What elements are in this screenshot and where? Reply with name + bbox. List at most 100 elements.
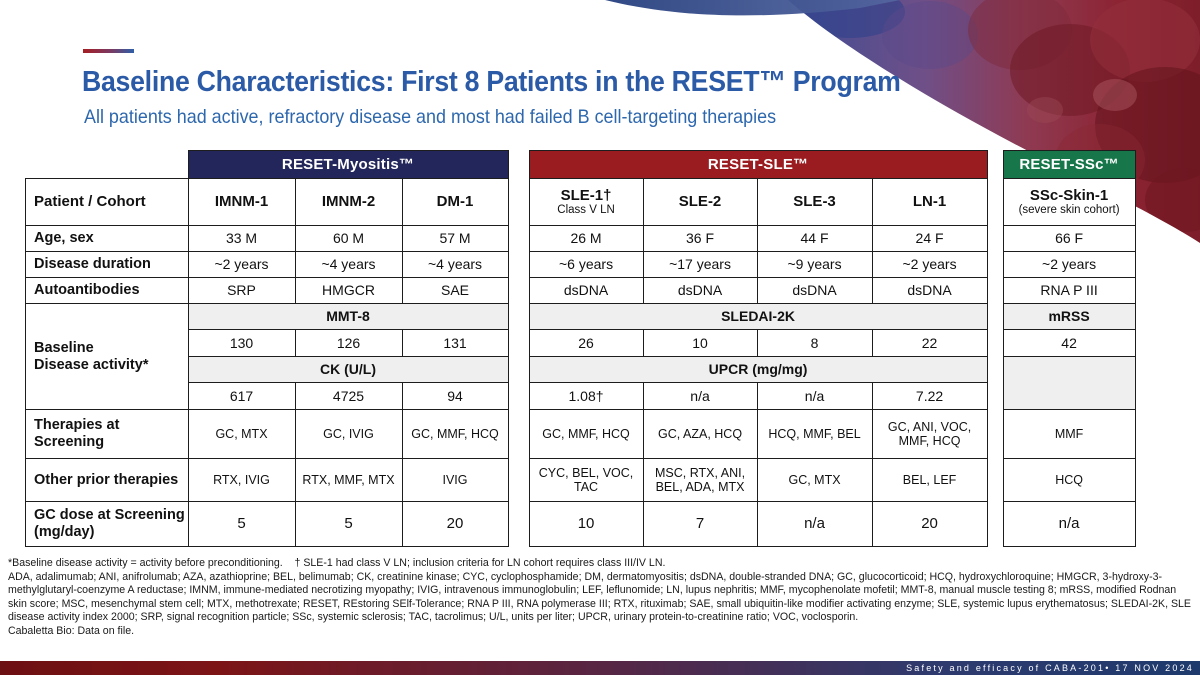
cell-gc-dose: n/a (1002, 501, 1136, 547)
cell-duration: ~2 years (187, 251, 296, 278)
cell-measure1: 131 (401, 329, 509, 357)
cell-prior-therapies: GC, MTX (756, 458, 873, 502)
cell-measure2: n/a (642, 382, 758, 410)
cell-age: 26 M (528, 225, 644, 252)
cell-prior-therapies: BEL, LEF (871, 458, 988, 502)
cell-prior-therapies: IVIG (401, 458, 509, 502)
cell-measure1: 22 (871, 329, 988, 357)
cell-measure1: 42 (1002, 329, 1136, 357)
group-table-sle: RESET-SLE™ SLE-1† Class V LN SLE-2 SLE-3 … (528, 150, 988, 547)
patient-id: SLE-2 (678, 193, 722, 211)
cell-duration: ~4 years (401, 251, 509, 278)
cell-duration: ~4 years (294, 251, 403, 278)
patient-id: SSc-Skin-1 (1029, 187, 1109, 205)
patient-id: IMNM-2 (321, 193, 376, 211)
footnotes: *Baseline disease activity = activity be… (8, 557, 1194, 639)
cell-prior-therapies: MSC, RTX, ANI, BEL, ADA, MTX (642, 458, 758, 502)
measure-band-sledai: SLEDAI-2K (528, 303, 988, 330)
patient-header: DM-1 (401, 178, 509, 226)
cell-gc-dose: 10 (528, 501, 644, 547)
patient-header: SLE-1† Class V LN (528, 178, 644, 226)
cell-measure2: 617 (187, 382, 296, 410)
patient-header: SSc-Skin-1 (severe skin cohort) (1002, 178, 1136, 226)
row-label-baseline-disease-activity: Baseline Disease activity* (25, 303, 189, 410)
patient-id: DM-1 (436, 193, 474, 211)
cell-autoantibody: dsDNA (756, 277, 873, 304)
baseline-label-line1: Baseline (34, 339, 94, 356)
measure-band-mrss: mRSS (1002, 303, 1136, 330)
group-header-sle: RESET-SLE™ (528, 150, 988, 179)
patient-subtitle: Class V LN (557, 204, 615, 217)
cell-therapies: GC, IVIG (294, 409, 403, 459)
cell-measure1: 126 (294, 329, 403, 357)
patient-id: LN-1 (912, 193, 947, 211)
cell-therapies: GC, MTX (187, 409, 296, 459)
cell-measure1: 26 (528, 329, 644, 357)
cell-measure2: 7.22 (871, 382, 988, 410)
cell-duration: ~9 years (756, 251, 873, 278)
cell-gc-dose: 7 (642, 501, 758, 547)
row-label-therapies-at-screening: Therapies at Screening (25, 409, 189, 459)
row-label-column: Patient / Cohort Age, sex Disease durati… (25, 178, 189, 547)
cell-measure2: 94 (401, 382, 509, 410)
baseline-characteristics-table: Patient / Cohort Age, sex Disease durati… (25, 150, 1136, 547)
cell-age: 57 M (401, 225, 509, 252)
patient-header: IMNM-1 (187, 178, 296, 226)
cell-autoantibody: dsDNA (642, 277, 758, 304)
cell-age: 60 M (294, 225, 403, 252)
footer-text: Safety and efficacy of CABA-201• 17 NOV … (906, 663, 1194, 673)
cell-measure2: n/a (756, 382, 873, 410)
cell-therapies: GC, AZA, HCQ (642, 409, 758, 459)
cell-therapies: GC, MMF, HCQ (528, 409, 644, 459)
cell-prior-therapies: RTX, IVIG (187, 458, 296, 502)
cell-prior-therapies: RTX, MMF, MTX (294, 458, 403, 502)
cell-age: 33 M (187, 225, 296, 252)
cell-autoantibody: dsDNA (871, 277, 988, 304)
patient-header: SLE-3 (756, 178, 873, 226)
row-label-other-prior-therapies: Other prior therapies (25, 458, 189, 502)
patient-header: SLE-2 (642, 178, 758, 226)
cell-measure2: 1.08† (528, 382, 644, 410)
cell-age: 36 F (642, 225, 758, 252)
row-label-patient-cohort: Patient / Cohort (25, 178, 189, 226)
measure-band-ck: CK (U/L) (187, 356, 509, 383)
cell-age: 24 F (871, 225, 988, 252)
row-label-autoantibodies: Autoantibodies (25, 277, 189, 304)
cell-autoantibody: RNA P III (1002, 277, 1136, 304)
cell-gc-dose: 20 (401, 501, 509, 547)
row-label-disease-duration: Disease duration (25, 251, 189, 278)
patient-id: IMNM-1 (214, 193, 269, 211)
group-header-myositis: RESET-Myositis™ (187, 150, 509, 179)
cell-empty-gray (1002, 356, 1136, 410)
page-title: Baseline Characteristics: First 8 Patien… (82, 66, 901, 98)
footnote-abbreviations: ADA, adalimumab; ANI, anifrolumab; AZA, … (8, 570, 1192, 624)
cell-therapies: HCQ, MMF, BEL (756, 409, 873, 459)
title-accent-line (83, 49, 134, 53)
cell-measure1: 10 (642, 329, 758, 357)
cell-duration: ~2 years (1002, 251, 1136, 278)
cell-prior-therapies: CYC, BEL, VOC, TAC (528, 458, 644, 502)
cell-therapies: GC, MMF, HCQ (401, 409, 509, 459)
patient-id: SLE-3 (793, 193, 836, 211)
footer-bar: Safety and efficacy of CABA-201• 17 NOV … (0, 661, 1200, 675)
cell-autoantibody: HMGCR (294, 277, 403, 304)
row-label-gc-dose: GC dose at Screening (mg/day) (25, 501, 189, 547)
cell-gc-dose: 5 (187, 501, 296, 547)
cell-measure1: 8 (756, 329, 873, 357)
patient-id: SLE-1† (560, 187, 612, 205)
row-label-age-sex: Age, sex (25, 225, 189, 252)
group-table-myositis: RESET-Myositis™ IMNM-1 IMNM-2 DM-1 33 M … (187, 150, 509, 547)
cell-duration: ~17 years (642, 251, 758, 278)
cell-gc-dose: 5 (294, 501, 403, 547)
patient-header: LN-1 (871, 178, 988, 226)
cell-age: 44 F (756, 225, 873, 252)
group-header-ssc: RESET-SSc™ (1002, 150, 1136, 179)
cell-prior-therapies: HCQ (1002, 458, 1136, 502)
cell-autoantibody: SAE (401, 277, 509, 304)
cell-gc-dose: n/a (756, 501, 873, 547)
cell-duration: ~2 years (871, 251, 988, 278)
cell-duration: ~6 years (528, 251, 644, 278)
cell-therapies: GC, ANI, VOC, MMF, HCQ (871, 409, 988, 459)
cell-measure2: 4725 (294, 382, 403, 410)
